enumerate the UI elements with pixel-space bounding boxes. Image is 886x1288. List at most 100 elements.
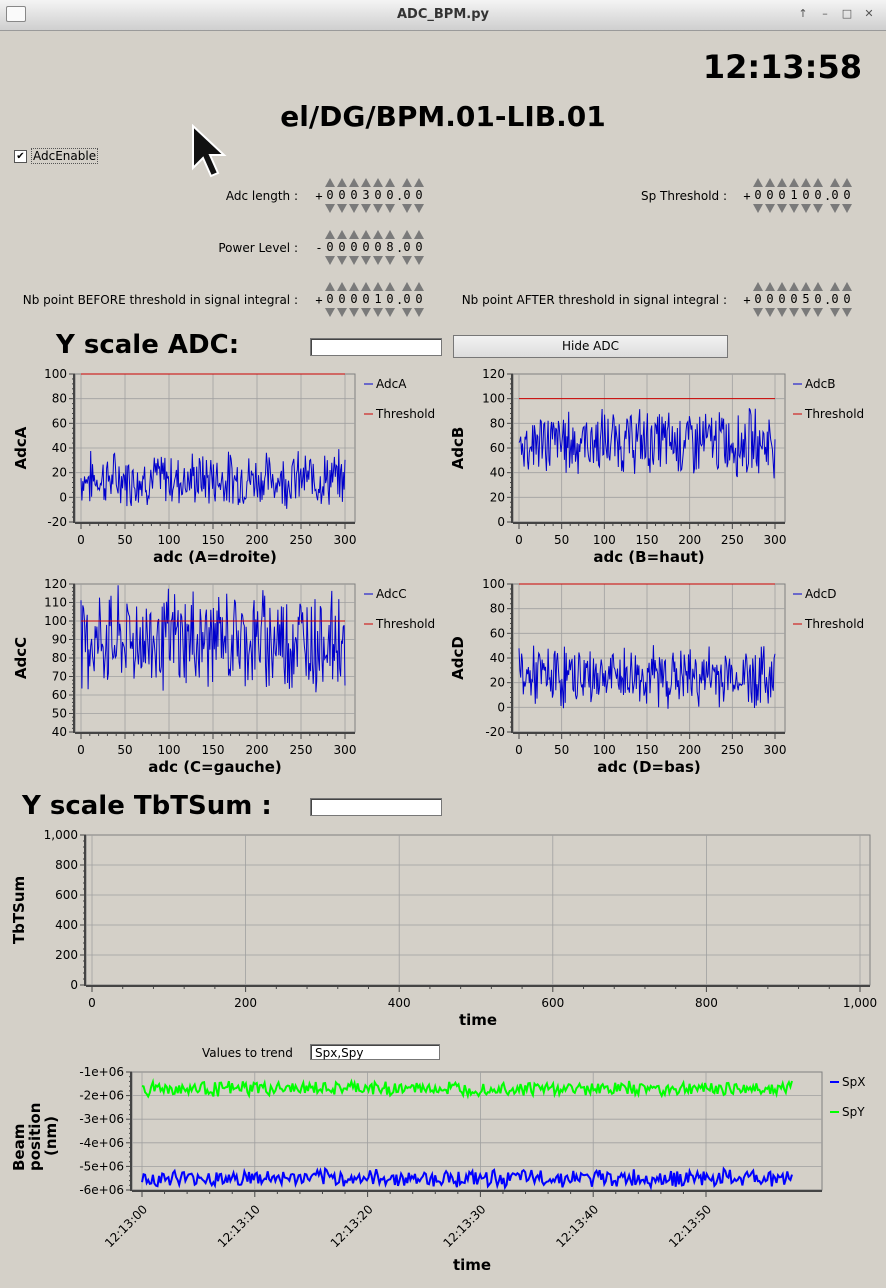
increment-arrow-icon[interactable]	[753, 178, 763, 187]
decrement-arrow-icon[interactable]	[361, 308, 371, 317]
increment-arrow-icon[interactable]	[337, 178, 347, 187]
decrement-arrow-icon[interactable]	[385, 204, 395, 213]
decrement-arrow-icon[interactable]	[349, 256, 359, 265]
decrement-arrow-icon[interactable]	[325, 256, 335, 265]
sp-threshold-spinner[interactable]: +0 0 0 1 0 0. 0 0	[742, 178, 853, 213]
decrement-arrow-icon[interactable]	[765, 204, 775, 213]
increment-arrow-icon[interactable]	[373, 282, 383, 291]
decrement-arrow-icon[interactable]	[753, 204, 763, 213]
window-up-icon[interactable]: ↑	[798, 7, 808, 20]
decrement-arrow-icon[interactable]	[813, 308, 823, 317]
decrement-arrow-icon[interactable]	[789, 204, 799, 213]
increment-arrow-icon[interactable]	[349, 178, 359, 187]
increment-arrow-icon[interactable]	[801, 178, 811, 187]
decrement-arrow-icon[interactable]	[337, 204, 347, 213]
increment-arrow-icon[interactable]	[373, 230, 383, 239]
decrement-arrow-icon[interactable]	[373, 204, 383, 213]
decrement-arrow-icon[interactable]	[337, 308, 347, 317]
decrement-arrow-icon[interactable]	[325, 308, 335, 317]
increment-arrow-icon[interactable]	[414, 178, 424, 187]
digit-d0: 0	[401, 230, 413, 265]
increment-arrow-icon[interactable]	[361, 178, 371, 187]
increment-arrow-icon[interactable]	[414, 230, 424, 239]
increment-arrow-icon[interactable]	[813, 178, 823, 187]
increment-arrow-icon[interactable]	[765, 282, 775, 291]
decrement-arrow-icon[interactable]	[801, 308, 811, 317]
decrement-arrow-icon[interactable]	[325, 204, 335, 213]
decrement-arrow-icon[interactable]	[801, 204, 811, 213]
decrement-arrow-icon[interactable]	[830, 308, 840, 317]
increment-arrow-icon[interactable]	[349, 282, 359, 291]
decrement-arrow-icon[interactable]	[337, 256, 347, 265]
increment-arrow-icon[interactable]	[414, 282, 424, 291]
decrement-arrow-icon[interactable]	[349, 308, 359, 317]
increment-arrow-icon[interactable]	[777, 178, 787, 187]
window-close-icon[interactable]: ✕	[864, 7, 874, 20]
window-minimize-icon[interactable]: –	[822, 7, 828, 20]
decrement-arrow-icon[interactable]	[402, 256, 412, 265]
x-tick-label: 12:13:50	[666, 1202, 714, 1250]
nb-after-spinner[interactable]: +0 0 0 0 5 0. 0 0	[742, 282, 853, 317]
increment-arrow-icon[interactable]	[402, 230, 412, 239]
increment-arrow-icon[interactable]	[813, 282, 823, 291]
adc-length-spinner[interactable]: +0 0 0 3 0 0. 0 0	[314, 178, 425, 213]
adc-enable-checkbox[interactable]: ✔ AdcEnable	[14, 148, 99, 164]
hide-adc-button[interactable]: Hide ADC	[453, 335, 728, 358]
decrement-arrow-icon[interactable]	[414, 308, 424, 317]
decrement-arrow-icon[interactable]	[789, 308, 799, 317]
decrement-arrow-icon[interactable]	[385, 256, 395, 265]
decrement-arrow-icon[interactable]	[349, 204, 359, 213]
increment-arrow-icon[interactable]	[337, 230, 347, 239]
increment-arrow-icon[interactable]	[349, 230, 359, 239]
decrement-arrow-icon[interactable]	[753, 308, 763, 317]
decrement-arrow-icon[interactable]	[765, 308, 775, 317]
increment-arrow-icon[interactable]	[325, 178, 335, 187]
increment-arrow-icon[interactable]	[842, 282, 852, 291]
decrement-arrow-icon[interactable]	[842, 308, 852, 317]
x-tick-label: 400	[388, 996, 411, 1010]
increment-arrow-icon[interactable]	[830, 282, 840, 291]
decrement-arrow-icon[interactable]	[842, 204, 852, 213]
digit-value: 0	[386, 188, 394, 202]
increment-arrow-icon[interactable]	[325, 282, 335, 291]
increment-arrow-icon[interactable]	[385, 178, 395, 187]
increment-arrow-icon[interactable]	[842, 178, 852, 187]
decrement-arrow-icon[interactable]	[777, 308, 787, 317]
increment-arrow-icon[interactable]	[361, 230, 371, 239]
decrement-arrow-icon[interactable]	[813, 204, 823, 213]
decrement-arrow-icon[interactable]	[777, 204, 787, 213]
increment-arrow-icon[interactable]	[801, 282, 811, 291]
increment-arrow-icon[interactable]	[789, 282, 799, 291]
trend-input[interactable]: Spx,Spy	[310, 1044, 440, 1060]
increment-arrow-icon[interactable]	[777, 282, 787, 291]
increment-arrow-icon[interactable]	[337, 282, 347, 291]
increment-arrow-icon[interactable]	[753, 282, 763, 291]
decrement-arrow-icon[interactable]	[414, 204, 424, 213]
yscale-adc-input[interactable]	[310, 338, 442, 356]
x-tick-label: 12:13:20	[328, 1202, 376, 1250]
decrement-arrow-icon[interactable]	[373, 256, 383, 265]
decrement-arrow-icon[interactable]	[373, 308, 383, 317]
increment-arrow-icon[interactable]	[325, 230, 335, 239]
decrement-arrow-icon[interactable]	[830, 204, 840, 213]
increment-arrow-icon[interactable]	[830, 178, 840, 187]
increment-arrow-icon[interactable]	[789, 178, 799, 187]
yscale-tbt-input[interactable]	[310, 798, 442, 816]
increment-arrow-icon[interactable]	[402, 282, 412, 291]
increment-arrow-icon[interactable]	[373, 178, 383, 187]
increment-arrow-icon[interactable]	[361, 282, 371, 291]
decrement-arrow-icon[interactable]	[361, 204, 371, 213]
increment-arrow-icon[interactable]	[385, 282, 395, 291]
increment-arrow-icon[interactable]	[765, 178, 775, 187]
decrement-arrow-icon[interactable]	[414, 256, 424, 265]
decrement-arrow-icon[interactable]	[402, 308, 412, 317]
increment-arrow-icon[interactable]	[402, 178, 412, 187]
increment-arrow-icon[interactable]	[385, 230, 395, 239]
decrement-arrow-icon[interactable]	[402, 204, 412, 213]
window-menu-icon[interactable]	[6, 6, 26, 22]
nb-before-spinner[interactable]: +0 0 0 0 1 0. 0 0	[314, 282, 425, 317]
window-maximize-icon[interactable]: □	[841, 7, 853, 20]
decrement-arrow-icon[interactable]	[361, 256, 371, 265]
decrement-arrow-icon[interactable]	[385, 308, 395, 317]
